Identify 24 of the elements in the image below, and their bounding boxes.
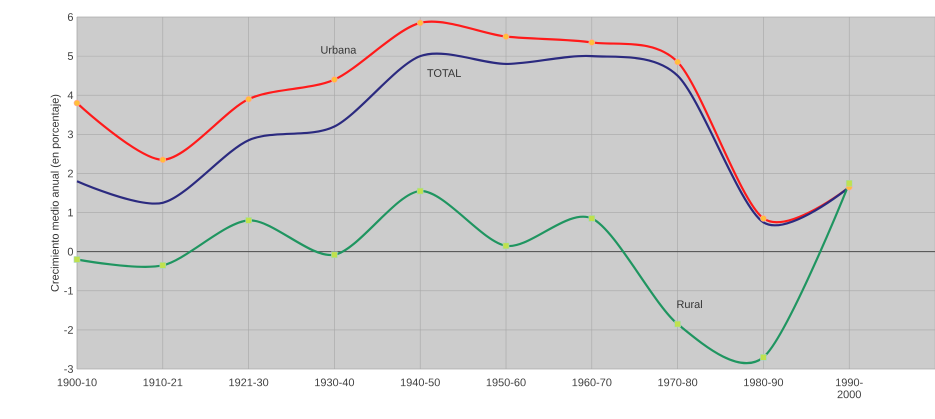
y-tick-label: -1 [64, 287, 73, 295]
y-axis-title: Crecimiento medio anual (en porcentaje) [50, 94, 61, 292]
x-tick-label: 1930-40 [315, 378, 354, 386]
x-tick-label: 1960-70 [572, 378, 612, 386]
x-tick-label: 1921-30 [229, 378, 268, 386]
x-tick-label: 1980-90 [744, 378, 784, 386]
y-tick-label: -3 [64, 365, 73, 373]
y-tick-label: 4 [68, 91, 74, 99]
series-label: Rural [677, 300, 702, 308]
x-tick-label: 1910-21 [144, 378, 182, 386]
x-tick-label: 1950-60 [486, 378, 526, 386]
x-tick-label: 1940-50 [400, 378, 440, 386]
x-tick-label: 1900-10 [58, 378, 97, 386]
y-tick-label: 6 [68, 13, 73, 21]
y-tick-label: 0 [68, 248, 74, 256]
x-tick-label: 1970-80 [658, 378, 698, 386]
y-tick-label: 2 [68, 170, 73, 178]
series-label: TOTAL [427, 69, 461, 77]
series-label: Urbana [321, 46, 356, 54]
y-tick-label: 1 [68, 208, 73, 216]
y-tick-label: -2 [64, 326, 73, 334]
y-tick-label: 5 [68, 52, 74, 60]
x-tick-label: 1990- 2000 [836, 378, 863, 398]
y-tick-label: 3 [68, 130, 73, 138]
